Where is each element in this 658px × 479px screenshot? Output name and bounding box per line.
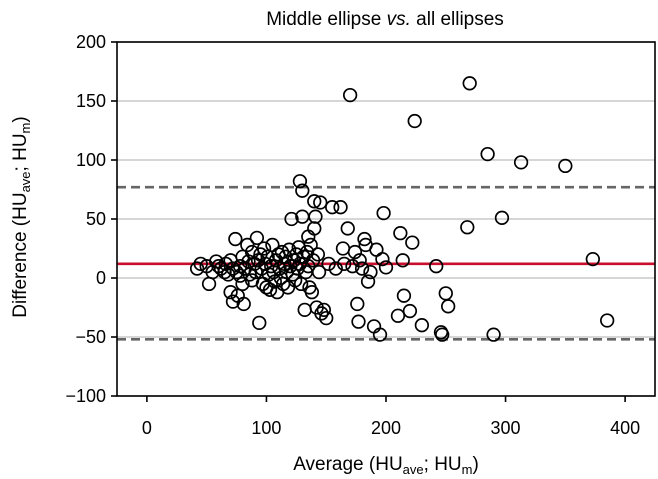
x-axis-ticks: 0 100 200 300 400	[142, 396, 640, 438]
data-point	[236, 296, 251, 312]
data-point	[277, 256, 292, 271]
data-point	[369, 242, 384, 257]
x-tick-label: 0	[142, 418, 152, 438]
data-point	[407, 113, 422, 129]
chart-title: Middle ellipse vs. all ellipses	[266, 9, 504, 30]
data-point	[311, 264, 327, 280]
data-point	[314, 306, 329, 321]
data-point	[337, 256, 352, 271]
data-point	[435, 327, 450, 342]
y-tick-label: 50	[86, 209, 106, 229]
y-tick-label: −100	[65, 386, 106, 406]
data-point	[272, 261, 287, 276]
data-point	[393, 226, 408, 241]
y-axis-label: Difference (HUave; HUm)	[10, 116, 33, 317]
data-point	[372, 327, 388, 342]
data-point	[378, 260, 394, 275]
data-point	[189, 261, 205, 276]
data-point	[350, 296, 365, 312]
x-tick-label: 200	[371, 418, 401, 438]
data-point	[193, 256, 208, 271]
data-point	[289, 247, 304, 262]
data-point	[513, 155, 529, 170]
data-point	[321, 256, 336, 271]
data-point	[307, 194, 322, 209]
data-point	[558, 158, 573, 174]
data-point	[494, 210, 510, 225]
data-point	[600, 313, 615, 328]
data-point	[232, 268, 248, 283]
data-point	[249, 230, 265, 246]
data-point	[363, 264, 378, 280]
x-tick-label: 300	[491, 418, 521, 438]
data-point	[310, 247, 326, 262]
data-point	[402, 303, 418, 319]
data-point	[460, 220, 475, 235]
data-point	[354, 261, 370, 276]
y-axis-ticks: −100 −50 0 50 100 150 200	[65, 32, 117, 406]
y-tick-label: 0	[96, 268, 106, 288]
data-point	[395, 253, 410, 268]
data-point	[303, 237, 318, 253]
data-point	[375, 251, 390, 267]
data-points	[189, 76, 615, 342]
data-point	[486, 327, 501, 342]
data-point	[228, 231, 243, 247]
data-point	[235, 276, 250, 292]
data-point	[325, 200, 340, 215]
y-tick-label: 100	[76, 150, 106, 170]
data-point	[462, 76, 477, 91]
data-point	[308, 209, 323, 224]
data-point	[441, 299, 456, 314]
data-point	[438, 286, 453, 301]
data-point	[319, 310, 334, 326]
data-point	[396, 288, 412, 303]
data-point	[351, 314, 366, 329]
data-point	[292, 174, 308, 189]
x-tick-label: 400	[610, 418, 640, 438]
data-point	[390, 308, 406, 323]
data-point	[352, 253, 367, 268]
data-point	[340, 221, 355, 236]
data-point	[256, 241, 272, 256]
data-point	[480, 146, 495, 162]
data-point	[293, 276, 309, 292]
x-axis-label: Average (HUave; HUm)	[293, 454, 479, 477]
data-point	[328, 261, 343, 276]
data-point	[201, 276, 217, 292]
data-point	[262, 282, 278, 297]
data-point	[240, 237, 255, 253]
data-point	[223, 285, 238, 300]
data-point	[295, 183, 310, 198]
data-point	[333, 200, 348, 215]
data-point	[313, 195, 328, 210]
data-point	[347, 244, 363, 260]
data-point	[429, 259, 444, 274]
data-point	[405, 235, 420, 250]
data-point	[360, 274, 376, 289]
data-point	[376, 205, 391, 221]
data-point	[252, 315, 267, 330]
y-tick-label: 150	[76, 91, 106, 111]
y-tick-label: −50	[75, 327, 106, 347]
data-point	[304, 285, 320, 300]
data-point	[357, 231, 372, 247]
y-tick-label: 200	[76, 32, 106, 52]
data-point	[284, 211, 299, 227]
data-point	[414, 318, 430, 333]
data-point	[585, 251, 600, 267]
data-point	[297, 302, 312, 318]
data-point	[260, 249, 275, 264]
data-point	[316, 302, 331, 318]
data-point	[335, 241, 351, 256]
data-point	[342, 87, 358, 103]
x-tick-label: 100	[251, 418, 281, 438]
